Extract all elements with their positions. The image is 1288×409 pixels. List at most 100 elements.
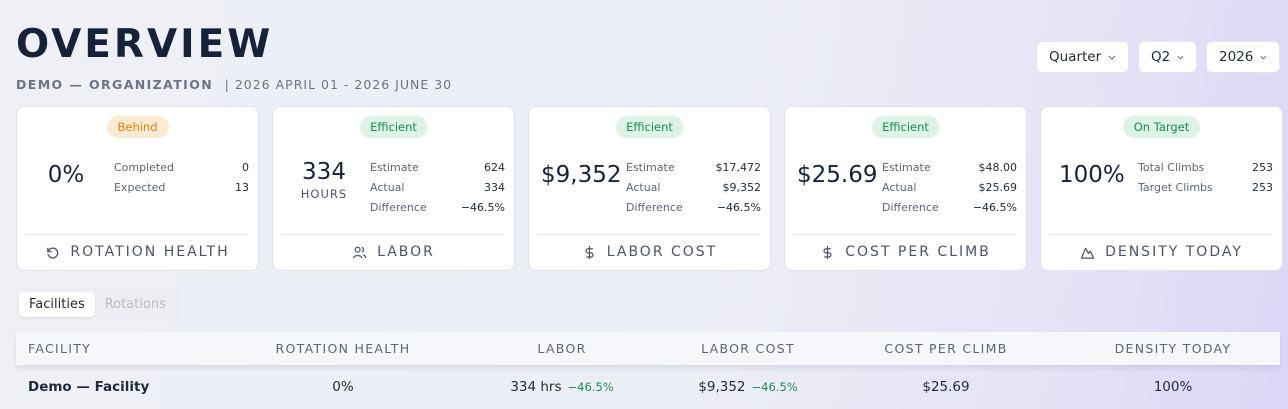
year-select[interactable]: 2026 <box>1206 41 1280 73</box>
stat-label: Estimate <box>882 160 931 174</box>
card-divider <box>283 234 504 235</box>
stat-value: 253 <box>1252 180 1273 194</box>
stat-value: −46.5% <box>716 200 761 214</box>
metric-cards: Behind 0% Completed 0 Expected 13 ROTATION… <box>16 106 1283 271</box>
users-icon <box>352 246 367 258</box>
refresh-icon <box>47 246 59 258</box>
stat-row: Total Climbs 253 <box>1138 157 1273 177</box>
card-footer-label: ROTATION HEALTH <box>70 244 230 260</box>
status-badge: Behind <box>106 116 169 138</box>
stat-row: Actual 334 <box>370 177 505 197</box>
cell-facility[interactable]: Demo — Facility <box>28 379 150 395</box>
stat-row: Expected 13 <box>114 177 249 197</box>
card-footer: ROTATION HEALTH <box>17 244 258 260</box>
stat-row: Difference −46.5% <box>882 197 1017 217</box>
stat-row: Estimate $17,472 <box>626 157 761 177</box>
stat-row: Difference −46.5% <box>370 197 505 217</box>
stat-label: Expected <box>114 180 166 194</box>
card-divider <box>1051 234 1272 235</box>
rotation-health-value: 0% <box>47 162 85 188</box>
stat-row: Estimate 624 <box>370 157 505 177</box>
chevron-down-icon <box>1260 55 1267 59</box>
stat-value: $48.00 <box>978 160 1018 174</box>
cell-rotation-health: 0% <box>332 379 354 395</box>
stat-label: Completed <box>114 160 174 174</box>
mountain-icon <box>1080 247 1095 259</box>
stat-label: Estimate <box>626 160 675 174</box>
stat-label: Estimate <box>370 160 419 174</box>
labor-hours: 334 hrs <box>510 379 562 395</box>
labor-cost-value: $9,352 <box>541 162 622 188</box>
card-footer: LABOR <box>273 244 514 260</box>
card-footer: COST PER CLIMB <box>785 244 1026 260</box>
status-badge: Efficient <box>871 116 940 138</box>
cell-labor-cost: $9,352 −46.5% <box>670 379 826 395</box>
stat-label: Target Climbs <box>1138 180 1213 194</box>
year-value: 2026 <box>1219 49 1254 65</box>
stat-row: Estimate $48.00 <box>882 157 1017 177</box>
stat-value: 0 <box>242 160 249 174</box>
card-footer-label: LABOR COST <box>606 244 718 260</box>
period-type-value: Quarter <box>1049 49 1102 65</box>
chevron-down-icon <box>1177 55 1184 59</box>
cell-density-today: 100% <box>1153 379 1193 395</box>
column-header-facility[interactable]: FACILITY <box>28 341 92 356</box>
dollar-icon <box>585 245 594 259</box>
column-header-labor-cost[interactable]: LABOR COST <box>701 341 795 356</box>
stat-label: Actual <box>626 180 661 194</box>
labor-value: 334 <box>302 159 346 185</box>
card-footer: LABOR COST <box>529 244 770 260</box>
status-badge: Efficient <box>615 116 684 138</box>
card-footer-label: LABOR <box>377 244 435 260</box>
column-header-labor[interactable]: LABOR <box>537 341 587 356</box>
tab-rotations[interactable]: Rotations <box>104 297 166 312</box>
stat-row: Difference −46.5% <box>626 197 761 217</box>
stat-value: 334 <box>484 180 505 194</box>
column-header-rotation-health[interactable]: ROTATION HEALTH <box>275 341 411 356</box>
column-header-density-today[interactable]: DENSITY TODAY <box>1114 341 1232 356</box>
card-divider <box>539 234 760 235</box>
card-footer-label: COST PER CLIMB <box>845 244 991 260</box>
date-range: | 2026 APRIL 01 - 2026 JUNE 30 <box>224 77 453 92</box>
card-divider <box>27 234 248 235</box>
stat-row: Actual $9,352 <box>626 177 761 197</box>
labor-delta: −46.5% <box>567 380 614 394</box>
stat-row: Actual $25.69 <box>882 177 1017 197</box>
cell-labor: 334 hrs −46.5% <box>454 379 670 395</box>
status-badge: Efficient <box>359 116 428 138</box>
rotation-health-card[interactable]: Behind 0% Completed 0 Expected 13 ROTATION… <box>16 106 259 271</box>
cost-per-climb-value: $25.69 <box>797 162 878 188</box>
period-type-select[interactable]: Quarter <box>1036 41 1129 73</box>
stat-value: $9,352 <box>722 180 762 194</box>
dollar-icon <box>823 245 832 259</box>
period-select[interactable]: Q2 <box>1138 41 1197 73</box>
card-footer: DENSITY TODAY <box>1041 244 1282 260</box>
stat-label: Total Climbs <box>1138 160 1205 174</box>
labor-cost-delta: −46.5% <box>751 380 798 394</box>
stat-value: 253 <box>1252 160 1273 174</box>
stat-value: −46.5% <box>460 200 505 214</box>
tab-facilities[interactable]: Facilities <box>19 292 95 317</box>
labor-cost-card[interactable]: Efficient $9,352 Estimate $17,472 Actual $… <box>528 106 771 271</box>
organization-name: DEMO — ORGANIZATION <box>16 77 214 92</box>
stat-value: 624 <box>484 160 505 174</box>
column-header-cost-per-climb[interactable]: COST PER CLIMB <box>884 341 1008 356</box>
density-today-card[interactable]: On Target 100% Total Climbs 253 Target Cl… <box>1040 106 1283 271</box>
stat-label: Difference <box>370 200 427 214</box>
chevron-down-icon <box>1108 55 1116 60</box>
density-value: 100% <box>1059 162 1125 188</box>
stat-label: Difference <box>626 200 683 214</box>
page-title: OVERVIEW <box>16 22 274 67</box>
cost-per-climb-card[interactable]: Efficient $25.69 Estimate $48.00 Actual $2… <box>784 106 1027 271</box>
stat-label: Actual <box>370 180 405 194</box>
labor-card[interactable]: Efficient 334 HOURS Estimate 624 Actual 33… <box>272 106 515 271</box>
period-selectors: Quarter Q2 2026 <box>1036 41 1280 73</box>
cell-cost-per-climb: $25.69 <box>922 379 970 395</box>
card-footer-label: DENSITY TODAY <box>1105 244 1243 260</box>
stat-value: −46.5% <box>972 200 1017 214</box>
page-subtitle: DEMO — ORGANIZATION | 2026 APRIL 01 - 20… <box>16 77 452 92</box>
table-header: FACILITY ROTATION HEALTH LABOR LABOR COS… <box>16 332 1280 365</box>
stat-value: $25.69 <box>978 180 1018 194</box>
table-row[interactable]: Demo — Facility 0% 334 hrs −46.5% $9,352−… <box>16 365 1280 409</box>
stat-value: $17,472 <box>715 160 762 174</box>
